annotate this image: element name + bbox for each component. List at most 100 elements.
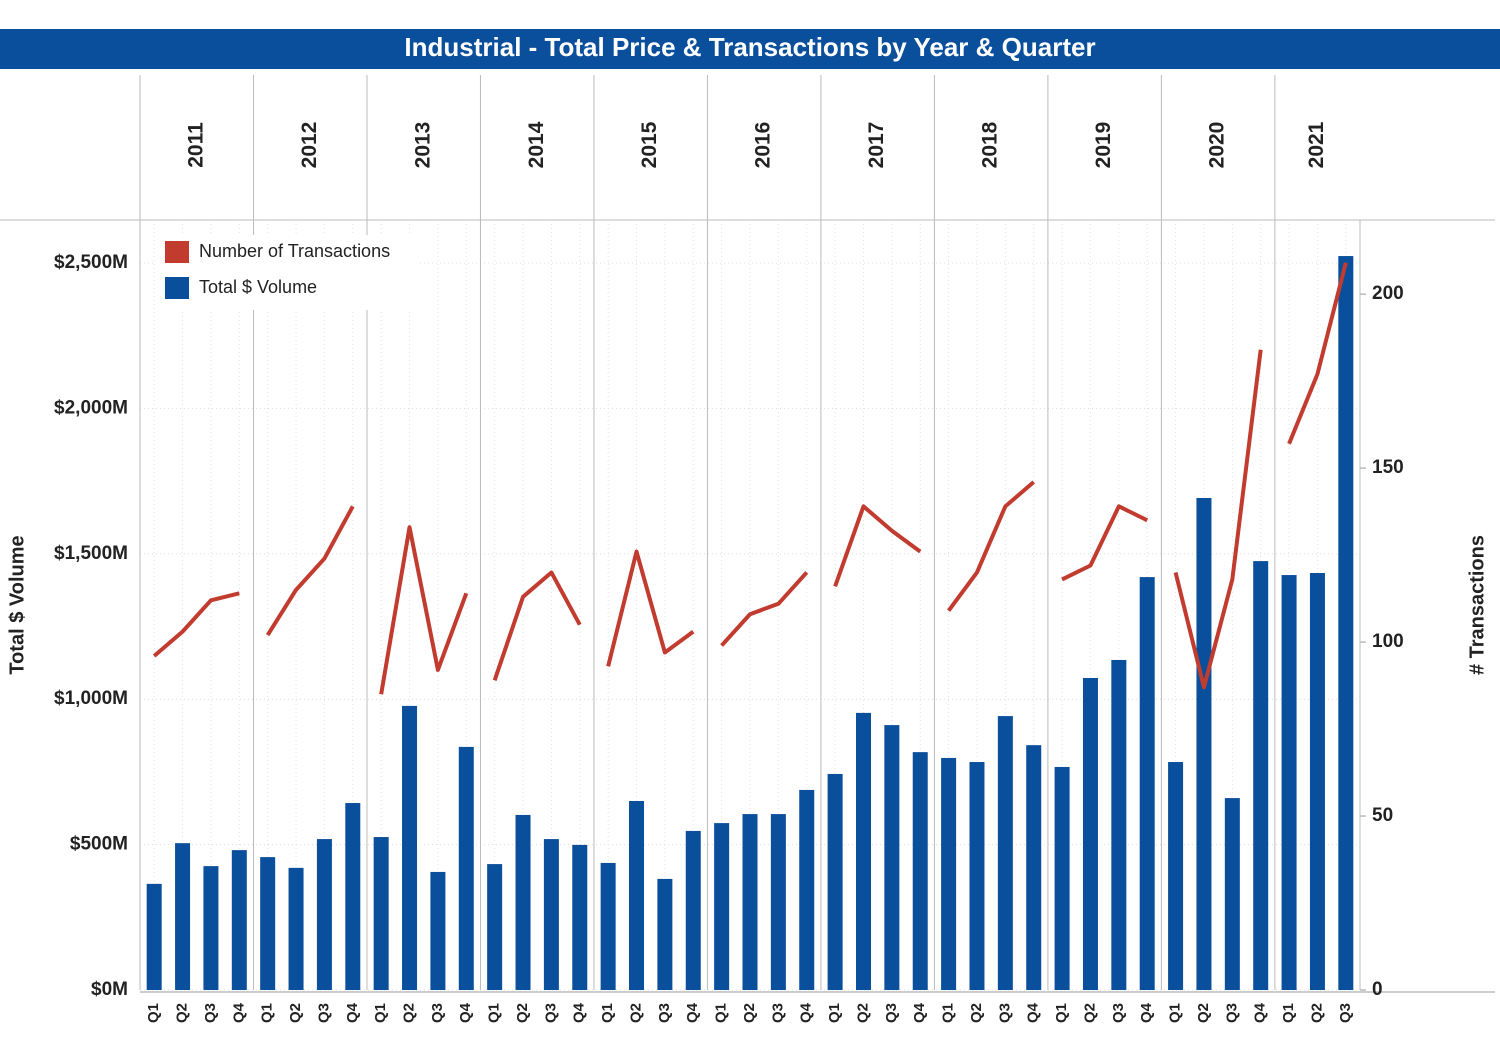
x-tick-label: Q3	[656, 1003, 673, 1023]
x-tick-label: Q3	[769, 1003, 786, 1023]
year-label: 2020	[1206, 122, 1229, 169]
year-label: 2018	[979, 121, 1002, 168]
x-tick-label: Q2	[968, 1003, 985, 1023]
bar	[997, 716, 1013, 990]
bar	[1309, 573, 1325, 990]
bar	[685, 830, 701, 990]
bar	[146, 883, 162, 990]
bar	[430, 871, 446, 990]
x-tick-label: Q4	[1138, 1002, 1155, 1023]
x-tick-label: Q1	[826, 1003, 843, 1023]
bar	[1253, 561, 1269, 990]
y2-tick-label: 150	[1372, 457, 1404, 478]
year-label: 2016	[752, 122, 775, 169]
legend-bg	[155, 235, 420, 310]
x-tick-label: Q1	[1280, 1003, 1297, 1023]
year-label: 2017	[865, 122, 888, 169]
year-label: 2012	[298, 122, 321, 169]
x-tick-label: Q2	[627, 1003, 644, 1023]
x-tick-label: Q2	[287, 1003, 304, 1023]
x-tick-label: Q3	[315, 1003, 332, 1023]
y-tick-label: $500M	[70, 834, 128, 855]
x-tick-label: Q1	[713, 1003, 730, 1023]
x-tick-label: Q4	[571, 1002, 588, 1023]
x-tick-label: Q4	[798, 1002, 815, 1023]
x-tick-label: Q3	[883, 1003, 900, 1023]
transactions-line	[492, 570, 582, 681]
x-tick-label: Q4	[1252, 1002, 1269, 1023]
transactions-line	[1287, 262, 1348, 445]
year-label: 2013	[411, 122, 434, 169]
x-tick-label: Q3	[996, 1003, 1013, 1023]
bar	[316, 839, 332, 990]
transactions-line	[1061, 504, 1149, 582]
bar	[458, 746, 474, 990]
transactions-line	[720, 571, 809, 647]
x-tick-label: Q4	[911, 1002, 928, 1023]
transactions-line	[946, 480, 1036, 612]
y-tick-label: $2,000M	[54, 397, 128, 418]
y2-tick-label: 50	[1372, 805, 1393, 826]
y2-axis-title: # Transactions	[1466, 535, 1488, 675]
x-tick-label: Q2	[174, 1003, 191, 1023]
transactions-line	[265, 505, 355, 637]
bar	[1224, 798, 1240, 990]
y-tick-label: $1,500M	[54, 543, 128, 564]
y2-tick-label: 200	[1372, 283, 1404, 304]
x-tick-label: Q3	[202, 1003, 219, 1023]
y2-tick-label: 100	[1372, 631, 1404, 652]
x-tick-label: Q1	[372, 1003, 389, 1023]
x-tick-label: Q4	[344, 1002, 361, 1023]
year-label: 2014	[525, 121, 548, 168]
x-tick-label: Q1	[486, 1003, 503, 1023]
x-tick-label: Q2	[854, 1003, 871, 1023]
x-tick-label: Q4	[1025, 1002, 1042, 1023]
bar	[203, 866, 219, 990]
x-tick-label: Q2	[1308, 1003, 1325, 1023]
x-tick-label: Q4	[684, 1002, 701, 1023]
x-tick-label: Q3	[542, 1003, 559, 1023]
x-tick-label: Q2	[401, 1003, 418, 1023]
bar	[969, 762, 985, 990]
transactions-line	[152, 591, 240, 658]
x-tick-label: Q2	[1195, 1003, 1212, 1023]
x-tick-label: Q3	[1223, 1003, 1240, 1023]
x-tick-label: Q1	[145, 1003, 162, 1023]
x-tick-label: Q3	[429, 1003, 446, 1023]
bar	[912, 752, 928, 990]
bar	[799, 789, 815, 990]
x-tick-label: Q3	[1110, 1003, 1127, 1023]
transactions-line	[606, 549, 695, 667]
x-tick-label: Q1	[1053, 1003, 1070, 1023]
x-tick-label: Q1	[940, 1003, 957, 1023]
year-label: 2019	[1092, 122, 1115, 169]
bar	[1196, 497, 1212, 990]
y-axis-title: Total $ Volume	[6, 535, 28, 674]
bar	[1111, 659, 1127, 990]
x-tick-label: Q2	[1081, 1003, 1098, 1023]
legend-swatch	[165, 241, 189, 263]
year-label: 2011	[184, 122, 207, 168]
x-tick-label: Q1	[1167, 1003, 1184, 1023]
bar	[600, 862, 616, 990]
x-tick-label: Q3	[1337, 1003, 1354, 1023]
bar	[742, 814, 758, 990]
bar	[1139, 577, 1155, 990]
x-tick-label: Q1	[259, 1003, 276, 1023]
x-tick-label: Q1	[599, 1003, 616, 1023]
bar	[629, 800, 645, 990]
bar	[1281, 575, 1297, 990]
bar	[373, 837, 389, 990]
y-tick-label: $0M	[91, 979, 128, 1000]
bar	[855, 712, 871, 990]
bar	[770, 814, 786, 990]
bar	[572, 844, 588, 990]
bar	[288, 867, 304, 990]
y-tick-label: $1,000M	[54, 688, 128, 709]
x-tick-label: Q2	[514, 1003, 531, 1023]
bar	[657, 878, 673, 990]
bar	[1054, 766, 1070, 990]
transactions-line	[833, 504, 922, 588]
legend-swatch	[165, 277, 189, 299]
bar	[515, 814, 531, 990]
